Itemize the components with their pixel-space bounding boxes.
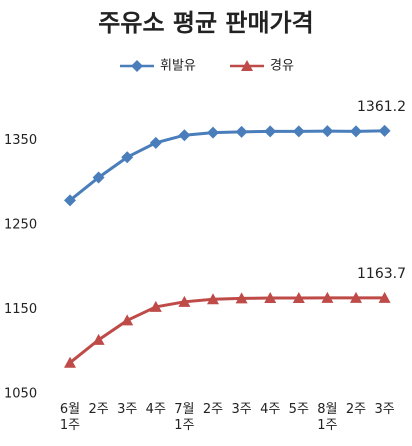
marker xyxy=(92,333,105,345)
value-label: 1163.7 xyxy=(357,266,406,282)
marker xyxy=(207,293,219,305)
marker xyxy=(292,125,305,138)
marker xyxy=(64,194,76,207)
x-tick-label: 6월 1주 xyxy=(59,402,81,433)
marker xyxy=(350,125,362,138)
x-tick-label: 5주 xyxy=(288,402,309,417)
y-tick-label: 1150 xyxy=(4,302,37,317)
marker xyxy=(178,295,191,307)
marker xyxy=(121,151,134,164)
x-tick-label: 3주 xyxy=(231,402,252,417)
marker xyxy=(241,60,253,71)
x-tick-label: 8월 1주 xyxy=(317,402,338,433)
marker xyxy=(350,291,362,303)
value-label: 1361.2 xyxy=(357,99,406,115)
marker xyxy=(149,300,162,312)
marker xyxy=(178,129,191,142)
y-tick-label: 1350 xyxy=(4,133,37,148)
marker xyxy=(64,356,76,368)
legend-label: 경유 xyxy=(270,59,294,74)
x-tick-label: 4주 xyxy=(260,402,281,417)
marker xyxy=(378,291,391,303)
x-tick-label: 7월 1주 xyxy=(174,402,195,433)
marker xyxy=(131,60,143,72)
legend-label: 휘발유 xyxy=(160,59,196,74)
x-tick-label: 2주 xyxy=(202,402,224,417)
series-line xyxy=(69,129,385,202)
x-tick-label: 2주 xyxy=(88,402,109,417)
x-tick-label: 4주 xyxy=(145,402,166,417)
y-tick-label: 1250 xyxy=(4,217,37,232)
marker xyxy=(121,314,134,326)
marker xyxy=(321,125,334,138)
marker xyxy=(264,292,277,304)
marker xyxy=(207,126,219,139)
y-tick-label: 1050 xyxy=(4,387,37,402)
marker xyxy=(92,171,105,184)
marker xyxy=(321,291,334,303)
marker xyxy=(264,125,277,138)
x-tick-label: 3주 xyxy=(117,402,138,417)
marker xyxy=(378,124,391,137)
marker xyxy=(292,292,305,304)
series-line xyxy=(69,296,385,364)
x-tick-label: 2주 xyxy=(345,402,367,417)
chart-title: 주유소 평균 판매가격 xyxy=(98,9,313,37)
marker xyxy=(149,136,162,149)
x-tick-label: 3주 xyxy=(374,402,395,417)
marker xyxy=(235,125,248,138)
marker xyxy=(235,292,248,304)
